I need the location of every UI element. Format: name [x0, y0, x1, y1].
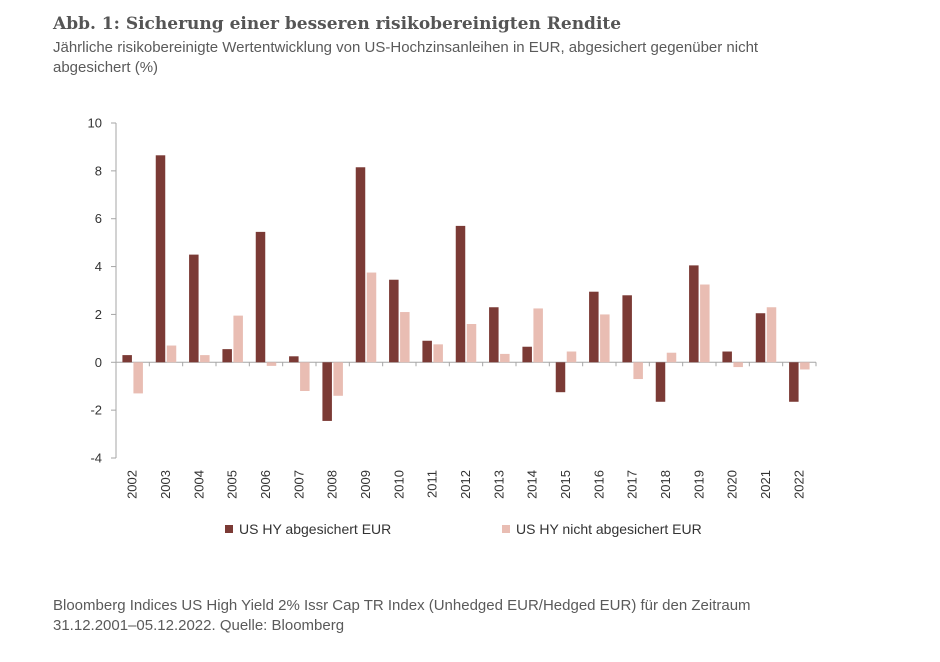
bar-unhedged: 2010 US HY nicht abgesichert EUR: 2.1	[400, 312, 410, 363]
chart-subtitle: Jährliche risikobereinigte Wertentwicklu…	[53, 39, 759, 76]
bar-unhedged: 2011 US HY nicht abgesichert EUR: 0.75	[433, 344, 443, 363]
x-tick-label: 2021	[758, 470, 773, 499]
x-tick-label: 2009	[358, 470, 373, 499]
source-note-line-1: Bloomberg Indices US High Yield 2% Issr …	[53, 597, 751, 614]
legend-swatch-hedged	[225, 525, 233, 533]
x-tick-label: 2017	[625, 470, 640, 499]
bar-hedged: 2010 US HY abgesichert EUR: 3.45	[389, 279, 399, 363]
bar-unhedged: 2014 US HY nicht abgesichert EUR: 2.25	[533, 308, 543, 363]
bar-unhedged: 2013 US HY nicht abgesichert EUR: 0.35	[500, 353, 510, 363]
bar-hedged: 2007 US HY abgesichert EUR: 0.25	[289, 356, 299, 363]
bar-hedged: 2004 US HY abgesichert EUR: 4.5	[189, 254, 199, 363]
x-tick-label: 2016	[591, 470, 606, 499]
y-tick-label: 4	[95, 259, 102, 274]
bar-hedged: 2017 US HY abgesichert EUR: 2.8	[622, 295, 632, 363]
x-tick-label: 2013	[491, 470, 506, 499]
tick-labels: -4 -2 0 2 4 6 8 10 2002 2003 2004 2005 2006 2007 2008 2…	[88, 116, 807, 499]
bar-unhedged: 2003 US HY nicht abgesichert EUR: 0.7	[166, 345, 177, 363]
legend-label-unhedged: US HY nicht abgesichert EUR	[516, 521, 702, 537]
axes	[111, 122, 817, 459]
x-tick-label: 2014	[525, 470, 540, 499]
bar-unhedged: 2008 US HY nicht abgesichert EUR: -1.4	[333, 362, 343, 396]
y-tick-label: 10	[88, 116, 102, 131]
bar-hedged: 2002 US HY abgesichert EUR: 0.3	[122, 355, 132, 363]
y-tick-label: 6	[95, 211, 102, 226]
bar-hedged: 2006 US HY abgesichert EUR: 5.45	[255, 231, 266, 363]
x-tick-label: 2003	[158, 470, 173, 499]
x-tick-label: 2010	[391, 470, 406, 499]
bar-unhedged: 2004 US HY nicht abgesichert EUR: 0.3	[200, 355, 210, 363]
bar-unhedged: 2012 US HY nicht abgesichert EUR: 1.6	[466, 324, 477, 363]
x-tick-label: 2005	[225, 470, 240, 499]
bar-unhedged: 2006 US HY nicht abgesichert EUR: -0.15	[266, 362, 277, 366]
legend-label-hedged: US HY abgesichert EUR	[239, 521, 391, 537]
x-tick-label: 2022	[791, 470, 806, 499]
x-tick-label: 2004	[191, 470, 206, 499]
y-tick-label: 0	[95, 355, 102, 370]
x-tick-label: 2011	[425, 470, 440, 498]
x-tick-label: 2008	[325, 470, 340, 499]
bar-unhedged: 2005 US HY nicht abgesichert EUR: 1.95	[233, 315, 243, 363]
y-tick-label: -4	[90, 451, 102, 466]
bar-unhedged: 2017 US HY nicht abgesichert EUR: -0.7	[633, 362, 643, 380]
bar-unhedged: 2009 US HY nicht abgesichert EUR: 3.75	[366, 272, 377, 363]
bar-unhedged: 2015 US HY nicht abgesichert EUR: 0.45	[566, 351, 577, 363]
bar-hedged: 2003 US HY abgesichert EUR: 8.65	[155, 155, 166, 363]
bar-unhedged: 2018 US HY nicht abgesichert EUR: 0.4	[666, 352, 677, 363]
source-note-line-2: 31.12.2001–05.12.2022. Quelle: Bloomberg	[53, 617, 345, 634]
bar-hedged: 2013 US HY abgesichert EUR: 2.3	[489, 307, 499, 363]
bar-hedged: 2015 US HY abgesichert EUR: -1.25	[555, 362, 566, 393]
bar-unhedged: 2021 US HY nicht abgesichert EUR: 2.3	[766, 307, 777, 363]
bar-unhedged: 2019 US HY nicht abgesichert EUR: 3.25	[700, 284, 710, 363]
bar-unhedged: 2007 US HY nicht abgesichert EUR: -1.2	[300, 362, 310, 391]
y-tick-label: -2	[90, 403, 102, 418]
bar-hedged: 2020 US HY abgesichert EUR: 0.45	[722, 351, 732, 363]
y-tick-label: 8	[95, 163, 102, 178]
bars: 2002 US HY abgesichert EUR: 0.32002 US H…	[122, 155, 810, 421]
bar-unhedged: 2002 US HY nicht abgesichert EUR: -1.3	[133, 362, 143, 394]
legend-swatch-unhedged	[502, 525, 510, 533]
x-tick-label: 2019	[691, 470, 706, 499]
x-tick-label: 2020	[725, 470, 740, 499]
bar-hedged: 2022 US HY abgesichert EUR: -1.65	[789, 362, 799, 402]
bar-chart: 2002 US HY abgesichert EUR: 0.32002 US H…	[88, 116, 817, 537]
x-tick-label: 2002	[125, 470, 140, 499]
bar-hedged: 2014 US HY abgesichert EUR: 0.65	[522, 346, 532, 363]
bar-hedged: 2008 US HY abgesichert EUR: -2.45	[322, 362, 332, 421]
bar-hedged: 2018 US HY abgesichert EUR: -1.65	[655, 362, 666, 402]
bar-hedged: 2005 US HY abgesichert EUR: 0.55	[222, 349, 232, 363]
bar-unhedged: 2016 US HY nicht abgesichert EUR: 2	[600, 314, 610, 363]
y-tick-label: 2	[95, 307, 102, 322]
chart-title: Abb. 1: Sicherung einer besseren risikob…	[53, 14, 622, 34]
bar-hedged: 2009 US HY abgesichert EUR: 8.15	[355, 167, 366, 363]
x-tick-label: 2006	[258, 470, 273, 499]
bar-hedged: 2019 US HY abgesichert EUR: 4.05	[689, 265, 699, 363]
legend: US HY abgesichert EUR US HY nicht abgesic…	[225, 521, 702, 537]
x-tick-label: 2007	[291, 470, 306, 499]
bar-hedged: 2011 US HY abgesichert EUR: 0.9	[422, 340, 432, 363]
source-note: Bloomberg Indices US High Yield 2% Issr …	[53, 596, 853, 636]
bar-hedged: 2021 US HY abgesichert EUR: 2.05	[755, 313, 766, 363]
bar-unhedged: 2022 US HY nicht abgesichert EUR: -0.3	[800, 362, 810, 370]
bar-hedged: 2012 US HY abgesichert EUR: 5.7	[455, 225, 466, 363]
x-tick-label: 2018	[658, 470, 673, 499]
x-tick-label: 2012	[458, 470, 473, 499]
bar-hedged: 2016 US HY abgesichert EUR: 2.95	[589, 291, 599, 363]
x-tick-label: 2015	[558, 470, 573, 499]
bar-unhedged: 2020 US HY nicht abgesichert EUR: -0.2	[733, 362, 743, 368]
